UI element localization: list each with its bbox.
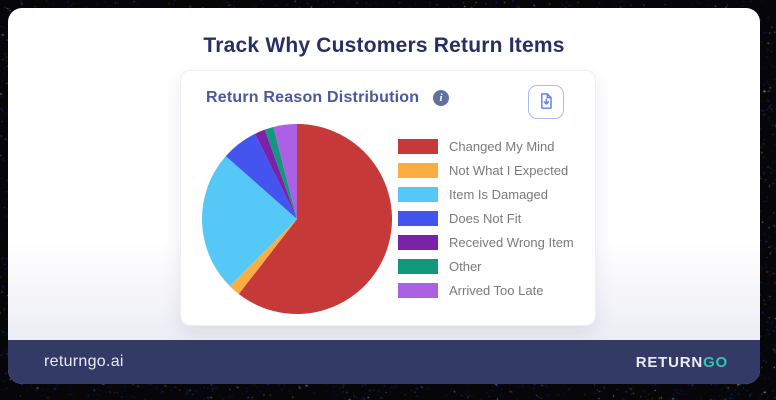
- legend-swatch: [398, 234, 438, 250]
- pie-slice[interactable]: [238, 124, 393, 314]
- pie-slice[interactable]: [273, 124, 297, 219]
- legend-item[interactable]: Received Wrong Item: [398, 230, 574, 254]
- footer-site-link[interactable]: returngo.ai: [44, 353, 124, 370]
- pie-slice[interactable]: [229, 219, 297, 295]
- card-title: Return Reason Distribution: [206, 89, 420, 106]
- legend-item[interactable]: Not What I Expected: [398, 158, 574, 182]
- legend-swatch: [398, 138, 438, 154]
- legend-label: Received Wrong Item: [449, 234, 574, 250]
- pie-chart[interactable]: [201, 123, 393, 315]
- pie-slice[interactable]: [264, 126, 297, 219]
- legend-label: Not What I Expected: [449, 162, 569, 178]
- legend-item[interactable]: Other: [398, 254, 574, 278]
- pie-slice[interactable]: [225, 133, 297, 219]
- info-icon[interactable]: i: [433, 90, 449, 106]
- main-panel: Track Why Customers Return Items Return …: [8, 8, 760, 384]
- pie-slice[interactable]: [201, 156, 297, 287]
- legend-item[interactable]: Does Not Fit: [398, 206, 574, 230]
- download-report-button[interactable]: [528, 85, 564, 119]
- legend-swatch: [398, 186, 438, 202]
- footer-bar: returngo.ai RETURNGO: [8, 340, 760, 384]
- file-download-icon: [536, 91, 556, 114]
- legend-item[interactable]: Changed My Mind: [398, 134, 574, 158]
- legend-item[interactable]: Item Is Damaged: [398, 182, 574, 206]
- brand-return-text: RETURN: [635, 353, 704, 371]
- legend-label: Arrived Too Late: [449, 282, 544, 298]
- legend-swatch: [398, 282, 438, 298]
- legend-swatch: [398, 210, 438, 226]
- legend-label: Other: [449, 258, 482, 274]
- return-reason-card: Return Reason Distribution i Changed My …: [180, 70, 596, 326]
- brand-go-text: GO: [703, 353, 728, 371]
- brand-logo: RETURNGO: [636, 354, 728, 371]
- legend-item[interactable]: Arrived Too Late: [398, 278, 574, 302]
- legend-label: Changed My Mind: [449, 138, 555, 154]
- legend-swatch: [398, 258, 438, 274]
- page-title: Track Why Customers Return Items: [203, 34, 565, 57]
- chart-legend: Changed My Mind Not What I Expected Item I…: [398, 134, 574, 302]
- legend-swatch: [398, 162, 438, 178]
- legend-label: Item Is Damaged: [449, 186, 548, 202]
- legend-label: Does Not Fit: [449, 210, 522, 226]
- pie-slice[interactable]: [254, 129, 297, 219]
